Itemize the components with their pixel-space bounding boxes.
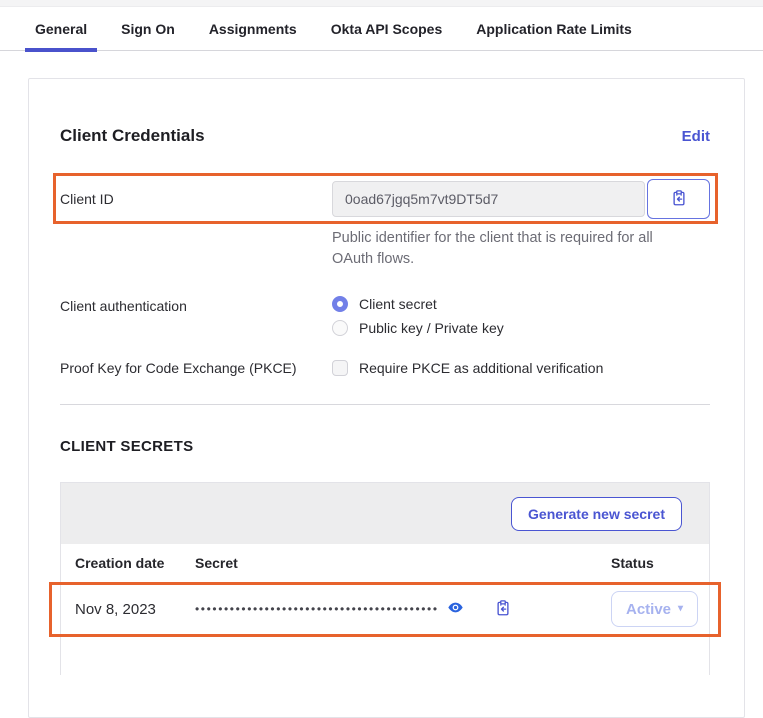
pkce-row: Proof Key for Code Exchange (PKCE) Requi… <box>60 360 710 376</box>
secret-status-cell: Active ▾ <box>611 591 699 627</box>
checkbox-unchecked-icon[interactable] <box>332 360 348 376</box>
option-client-secret-label: Client secret <box>359 296 437 312</box>
masked-secret-value: ••••••••••••••••••••••••••••••••••••••••… <box>195 602 439 616</box>
pkce-checkbox-label: Require PKCE as additional verification <box>359 360 604 376</box>
client-secrets-toolbar: Generate new secret <box>61 483 709 544</box>
tab-sign-on[interactable]: Sign On <box>121 21 175 37</box>
client-secrets-title: CLIENT SECRETS <box>60 438 194 455</box>
page-top-strip <box>0 0 763 7</box>
caret-down-icon: ▾ <box>678 603 684 614</box>
secret-status-dropdown[interactable]: Active ▾ <box>611 591 699 627</box>
clipboard-copy-icon <box>494 599 512 620</box>
tab-assignments[interactable]: Assignments <box>208 21 297 37</box>
secret-table-row: Nov 8, 2023 ••••••••••••••••••••••••••••… <box>49 582 721 637</box>
secrets-panel-spacer <box>61 635 709 675</box>
copy-client-id-button[interactable] <box>647 179 710 219</box>
client-authentication-label: Client authentication <box>60 298 187 314</box>
tab-okta-api-scopes[interactable]: Okta API Scopes <box>330 21 443 37</box>
copy-secret-button[interactable] <box>492 597 514 622</box>
pkce-checkbox-option[interactable]: Require PKCE as additional verification <box>332 360 603 376</box>
pkce-label: Proof Key for Code Exchange (PKCE) <box>60 360 297 376</box>
client-credentials-title: Client Credentials <box>60 126 205 145</box>
eye-icon <box>447 599 464 619</box>
header-creation-date: Creation date <box>75 555 165 571</box>
app-tab-bar: General Sign On Assignments Okta API Sco… <box>0 7 763 52</box>
client-id-label: Client ID <box>60 191 114 207</box>
option-public-private-key[interactable]: Public key / Private key <box>332 320 504 336</box>
client-id-value-field: 0oad67jgq5m7vt9DT5d7 <box>332 181 645 217</box>
secret-creation-date: Nov 8, 2023 <box>75 600 156 618</box>
option-public-private-key-label: Public key / Private key <box>359 320 504 336</box>
section-divider <box>60 404 710 405</box>
radio-selected-icon[interactable] <box>332 296 348 312</box>
tab-general[interactable]: General <box>25 7 98 52</box>
client-secrets-panel: Generate new secret Creation date Secret… <box>49 482 721 675</box>
reveal-secret-button[interactable] <box>445 597 466 621</box>
header-status: Status <box>611 555 654 571</box>
client-authentication-row: Client authentication Client secret Publ… <box>60 296 710 336</box>
radio-unselected-icon[interactable] <box>332 320 348 336</box>
client-id-row: Client ID 0oad67jgq5m7vt9DT5d7 <box>53 173 718 224</box>
client-id-help-text: Public identifier for the client that is… <box>332 230 653 267</box>
tab-application-rate-limits[interactable]: Application Rate Limits <box>476 21 632 37</box>
header-secret: Secret <box>195 555 238 571</box>
edit-link[interactable]: Edit <box>681 127 710 145</box>
client-authentication-options: Client secret Public key / Private key <box>332 296 504 336</box>
secret-status-label: Active <box>626 600 672 618</box>
secret-value-cell: ••••••••••••••••••••••••••••••••••••••••… <box>195 597 611 622</box>
client-credentials-header: Client Credentials Edit <box>60 126 710 146</box>
option-client-secret[interactable]: Client secret <box>332 296 504 312</box>
generate-new-secret-button[interactable]: Generate new secret <box>511 496 682 531</box>
secrets-table-header: Creation date Secret Status <box>61 544 709 583</box>
general-settings-card: Client Credentials Edit Client ID 0oad67… <box>28 78 745 718</box>
clipboard-copy-icon <box>670 189 688 210</box>
